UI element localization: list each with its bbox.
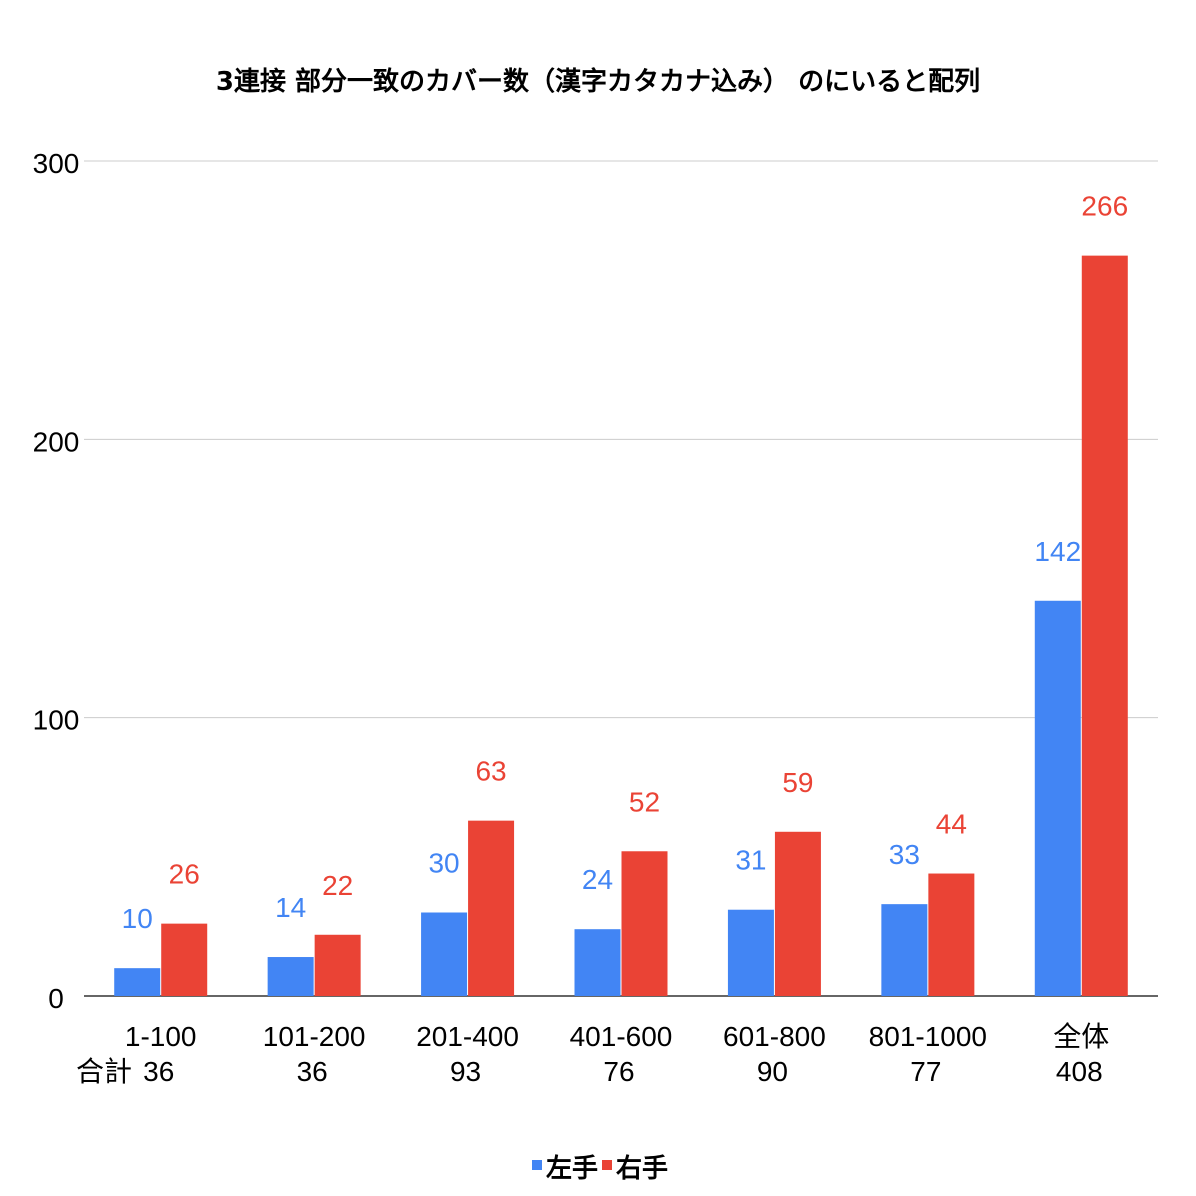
gridlines [84,160,1158,997]
total-value: 93 [450,1056,481,1087]
x-tick-label: 全体 [1053,1021,1109,1052]
data-label: 44 [936,809,967,840]
data-label: 30 [428,848,459,879]
bar-left-hand [727,909,774,996]
data-label: 33 [889,839,920,870]
data-label: 52 [629,786,660,817]
legend: 左手 右手 [532,1154,668,1184]
legend-label: 左手 [546,1154,598,1184]
data-label: 63 [475,756,506,787]
data-label: 142 [1034,536,1081,567]
x-tick-label: 401-600 [570,1021,673,1052]
bars [114,255,1128,997]
y-tick-label: 100 [33,705,80,736]
x-tick-label: 201-400 [416,1021,519,1052]
chart-title: 3連接 部分一致のカバー数（漢字カタカナ込み） のにいると配列 [216,66,980,97]
data-label: 26 [169,859,200,890]
data-label: 59 [782,767,813,798]
bar-right-hand [468,820,515,996]
bar-right-hand [161,923,208,996]
bar-right-hand [314,934,361,996]
bar-left-hand [267,957,314,996]
total-value: 36 [143,1056,174,1087]
bar-right-hand [774,831,821,996]
legend-swatch [532,1160,542,1170]
bar-left-hand [114,968,161,996]
x-tick-label: 601-800 [723,1021,826,1052]
bar-left-hand [881,904,928,996]
legend-label: 右手 [616,1154,668,1184]
bar-right-hand [621,851,668,996]
x-tick-label: 801-1000 [869,1021,987,1052]
total-value: 408 [1056,1056,1103,1087]
data-label: 24 [582,864,613,895]
x-axis-ticks: 1-100 36 101-200 36 201-400 93 401-600 76 601-80… [76,1021,1109,1087]
bar-right-hand [1081,255,1128,997]
y-tick-label: 200 [33,426,80,457]
total-value: 90 [757,1056,788,1087]
y-tick-label: 300 [33,148,80,179]
bar-left-hand [421,912,468,996]
data-label: 10 [122,903,153,934]
data-labels: 10 26 14 22 30 63 24 52 31 59 33 44 142 266 [122,191,1129,935]
total-value: 76 [603,1056,634,1087]
bar-left-hand [574,929,621,996]
data-label: 266 [1081,191,1128,222]
y-axis-ticks: 0 100 200 300 [33,148,80,1014]
data-label: 31 [735,845,766,876]
x-tick-label: 1-100 [125,1021,197,1052]
bar-right-hand [928,873,975,996]
total-value: 77 [910,1056,941,1087]
totals-row-label: 合計 [76,1056,132,1087]
total-value: 36 [297,1056,328,1087]
x-tick-label: 101-200 [263,1021,366,1052]
legend-swatch [602,1160,612,1170]
y-tick-label: 0 [48,983,64,1014]
bar-left-hand [1034,600,1081,996]
data-label: 14 [275,892,306,923]
data-label: 22 [322,870,353,901]
